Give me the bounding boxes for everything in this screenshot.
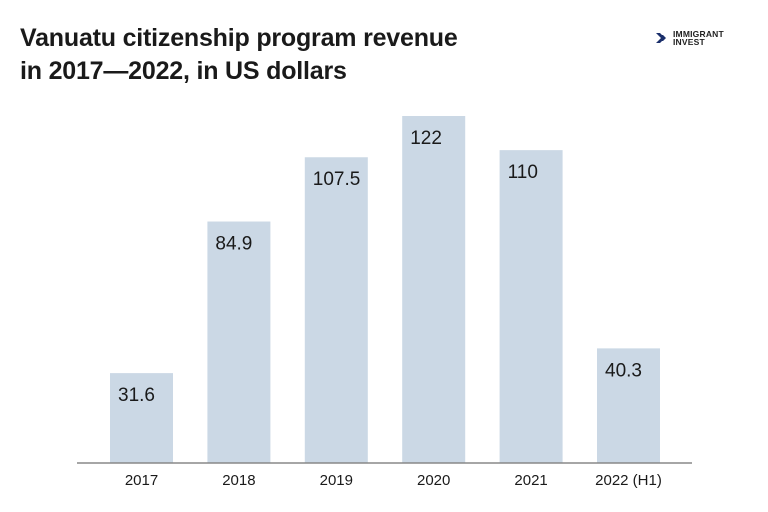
chart-title-line2: in 2017—2022, in US dollars <box>20 57 347 85</box>
value-label: 84.9 <box>215 234 252 255</box>
x-tick-label: 2021 <box>514 472 547 489</box>
bar-2018 <box>207 221 271 463</box>
bar-2021 <box>499 150 563 463</box>
x-tick-label: 2019 <box>320 472 353 489</box>
logo: IMMIGRANT INVEST <box>655 30 724 46</box>
bar-2022 (H1) <box>597 348 660 463</box>
x-tick-label: 2017 <box>125 472 158 489</box>
bar-2019 <box>304 157 368 463</box>
x-tick-label: 2020 <box>417 472 450 489</box>
value-label: 107.5 <box>313 169 361 190</box>
value-label: 40.3 <box>605 360 642 381</box>
value-label: 31.6 <box>118 385 155 406</box>
double-chevron-right-icon <box>656 33 666 43</box>
bar-2020 <box>402 116 466 463</box>
value-label: 122 <box>410 128 442 149</box>
chart-title: Vanuatu citizenship program revenue in 2… <box>20 22 458 88</box>
x-tick-label: 2022 (H1) <box>595 472 662 489</box>
bar-2017 <box>110 373 173 463</box>
value-label: 110 <box>508 162 538 183</box>
chart-title-line1: Vanuatu citizenship program revenue <box>20 24 458 52</box>
logo-line1: IMMIGRANT <box>673 29 724 39</box>
logo-line2: INVEST <box>673 37 705 47</box>
x-tick-label: 2018 <box>222 472 255 489</box>
